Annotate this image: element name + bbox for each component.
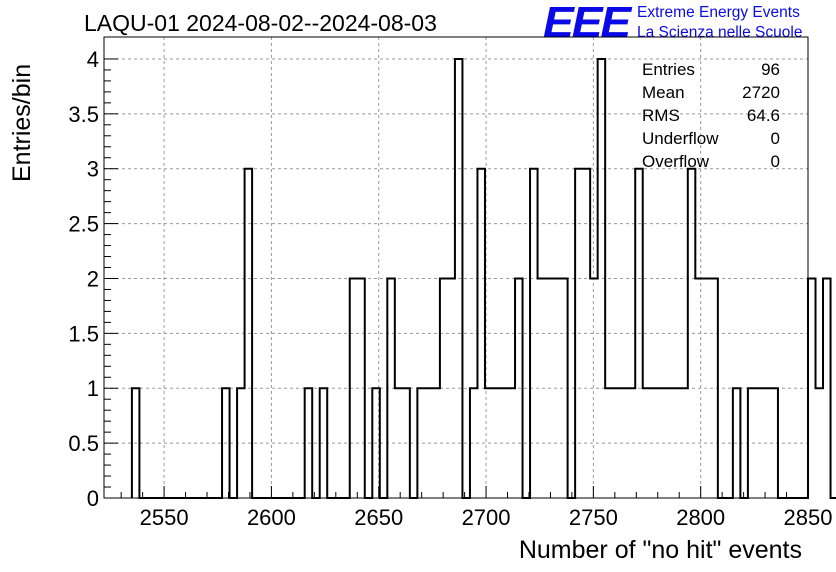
stat-row-underflow: Underflow 0 <box>642 129 780 152</box>
x-tick-label: 2650 <box>354 505 403 530</box>
x-tick-label: 2600 <box>247 505 296 530</box>
y-tick-label: 0.5 <box>68 431 99 456</box>
logo-line-1: Extreme Energy Events <box>637 4 800 21</box>
stat-label: Underflow <box>642 129 719 148</box>
y-tick-label: 3.5 <box>68 102 99 127</box>
y-tick-label: 1.5 <box>68 321 99 346</box>
x-tick-label: 2850 <box>784 505 833 530</box>
stat-row-mean: Mean 2720 <box>642 83 780 106</box>
x-tick-label: 2700 <box>462 505 511 530</box>
y-tick-label: 1 <box>87 376 99 401</box>
stat-row-rms: RMS 64.6 <box>642 106 780 129</box>
stat-value: 96 <box>761 60 780 79</box>
x-tick-label: 2800 <box>676 505 725 530</box>
stat-label: Entries <box>642 60 695 79</box>
y-axis-label: Entries/bin <box>8 63 36 182</box>
stat-value: 64.6 <box>746 106 780 125</box>
stat-label: RMS <box>642 106 680 125</box>
stat-label: Overflow <box>642 152 710 171</box>
stat-label: Mean <box>642 83 685 102</box>
stat-value: 2720 <box>742 83 780 102</box>
y-tick-label: 2.5 <box>68 212 99 237</box>
eee-logo: EEE <box>543 0 631 47</box>
stats-box: Entries 96 Mean 2720 RMS 64.6 Underflow … <box>642 60 780 175</box>
chart-title: LAQU-01 2024-08-02--2024-08-03 <box>84 10 437 36</box>
stat-row-entries: Entries 96 <box>642 60 780 83</box>
x-tick-label: 2550 <box>140 505 189 530</box>
stat-row-overflow: Overflow 0 <box>642 152 780 175</box>
stat-value: 0 <box>770 129 780 148</box>
x-tick-label: 2750 <box>569 505 618 530</box>
y-tick-label: 0 <box>87 486 99 511</box>
y-tick-label: 4 <box>87 47 99 72</box>
x-axis-label: Number of "no hit" events <box>518 536 802 564</box>
y-tick-label: 2 <box>87 266 99 291</box>
y-tick-label: 3 <box>87 157 99 182</box>
stat-value: 0 <box>770 152 780 171</box>
